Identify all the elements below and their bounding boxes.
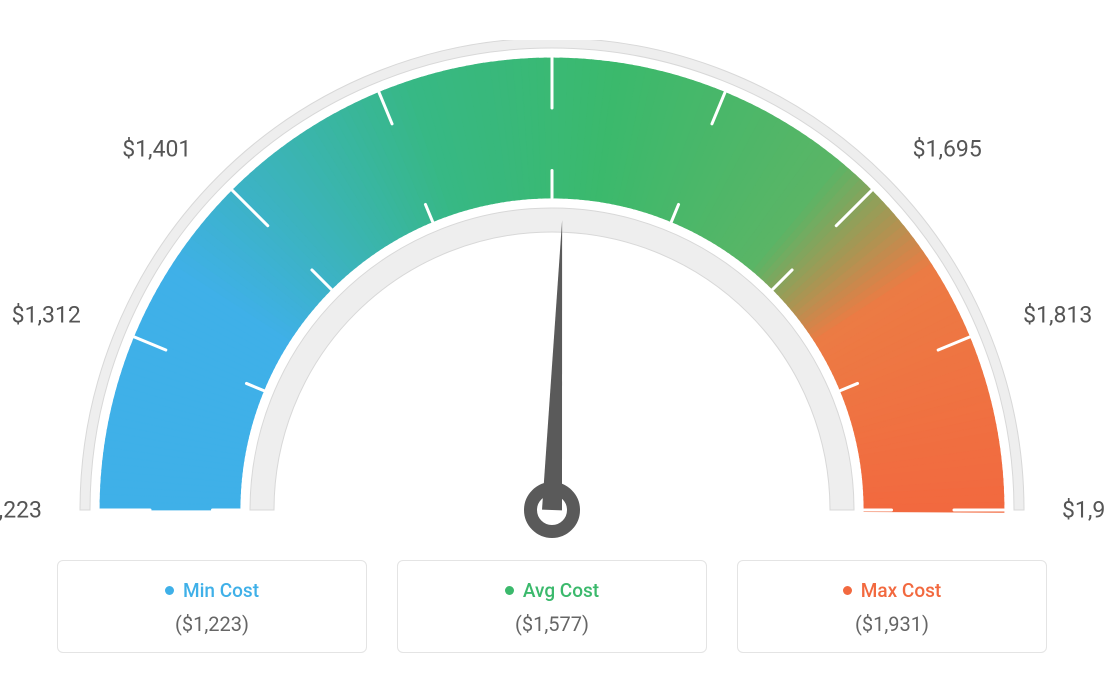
legend-value: ($1,223) [68,612,356,636]
legend-dot [843,586,852,595]
gauge-svg [0,40,1104,580]
legend-dot [165,586,174,595]
legend-value: ($1,577) [408,612,696,636]
tick-label: $1,401 [122,136,191,163]
legend-dot [505,586,514,595]
gauge-chart: $1,223$1,312$1,401$1,577$1,695$1,813$1,9… [0,0,1104,550]
legend-title-text: Min Cost [183,579,259,602]
tick-label: $1,813 [1023,301,1092,328]
legend-title-text: Avg Cost [523,579,599,602]
tick-label: $1,931 [1062,497,1104,524]
legend-title-text: Max Cost [861,579,941,602]
legend-title: Avg Cost [505,579,599,602]
legend-title: Min Cost [165,579,259,602]
needle [542,220,562,510]
tick-label: $1,312 [12,301,81,328]
tick-label: $1,695 [913,136,982,163]
legend-value: ($1,931) [748,612,1036,636]
tick-label: $1,223 [0,497,42,524]
legend-title: Max Cost [843,579,941,602]
